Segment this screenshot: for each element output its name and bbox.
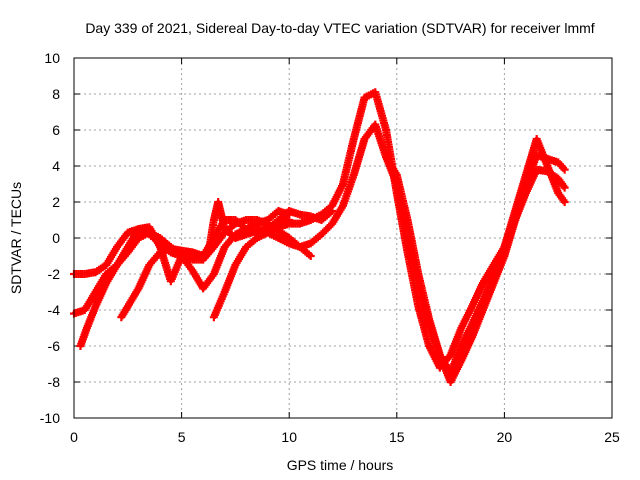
data-point-fill <box>304 250 313 259</box>
data-point-fill <box>90 304 99 313</box>
data-point-fill <box>250 220 259 229</box>
data-point-fill <box>204 244 213 253</box>
data-point-fill <box>559 163 568 172</box>
x-tick-label: 5 <box>178 429 186 445</box>
y-tick-label: -6 <box>48 338 61 354</box>
data-point-fill <box>435 348 444 357</box>
data-point-fill <box>219 290 228 299</box>
data-point-fill <box>467 322 476 331</box>
data-point-fill <box>391 177 400 186</box>
data-point-fill <box>283 238 292 247</box>
data-point-fill <box>337 203 346 212</box>
x-tick-label: 25 <box>604 429 620 445</box>
y-tick-label: -10 <box>40 410 60 426</box>
y-tick-label: 8 <box>52 86 60 102</box>
data-point-fill <box>348 173 357 182</box>
data-point-fill <box>456 344 465 353</box>
series-track-4 <box>117 198 294 322</box>
axis-ticks: 0 5 10 15 20 25 -10 -8 -6 -4 -2 0 2 4 6 8 10 <box>40 50 620 445</box>
data-point-fill <box>89 268 98 277</box>
data-point-fill <box>542 159 551 168</box>
data-point-fill <box>219 245 228 254</box>
x-tick-label: 10 <box>281 429 297 445</box>
y-tick-label: -8 <box>48 374 61 390</box>
data-point-fill <box>424 339 433 348</box>
y-tick-label: 0 <box>52 230 60 246</box>
x-axis-label: GPS time / hours <box>287 457 394 473</box>
y-tick-label: -2 <box>48 266 61 282</box>
data-point-fill <box>467 304 476 313</box>
data-point-fill <box>499 245 508 254</box>
data-point-fill <box>445 352 454 361</box>
x-tick-label: 15 <box>389 429 405 445</box>
x-tick-label: 20 <box>497 429 513 445</box>
y-tick-label: 2 <box>52 194 60 210</box>
y-tick-label: -4 <box>48 302 61 318</box>
data-point-fill <box>229 216 238 224</box>
plot-frame <box>73 57 613 419</box>
data-point-fill <box>272 232 281 241</box>
chart-title: Day 339 of 2021, Sidereal Day-to-day VTE… <box>85 20 594 36</box>
y-tick-label: 6 <box>52 122 60 138</box>
data-point-fill <box>413 276 422 285</box>
data-series <box>70 88 569 386</box>
data-point-fill <box>304 216 313 225</box>
data-point-fill <box>230 263 239 272</box>
y-axis-label: SDTVAR / TECUs <box>8 182 24 294</box>
data-point-fill <box>456 326 465 335</box>
data-point-fill <box>155 241 164 250</box>
y-tick-label: 10 <box>44 50 60 66</box>
data-point-fill <box>521 173 530 182</box>
data-point-fill <box>101 281 110 290</box>
y-tick-label: 4 <box>52 158 60 174</box>
x-tick-label: 0 <box>70 429 78 445</box>
data-point-fill <box>477 299 486 308</box>
data-point-fill <box>559 196 568 205</box>
data-point-fill <box>208 271 217 280</box>
data-point-fill <box>337 182 346 191</box>
data-point-fill <box>510 209 519 218</box>
data-point-fill <box>240 231 249 240</box>
data-point-fill <box>82 326 91 335</box>
data-point-fill <box>424 318 433 327</box>
data-point-fill <box>553 186 562 195</box>
data-point-fill <box>477 281 486 290</box>
data-point-fill <box>359 137 368 146</box>
series-track-7 <box>382 135 569 377</box>
data-point-fill <box>272 224 281 233</box>
data-point-fill <box>349 137 358 146</box>
data-point-fill <box>559 181 568 190</box>
data-point-fill <box>488 272 497 281</box>
data-point-fill <box>133 286 142 295</box>
data-point-fill <box>325 222 334 231</box>
